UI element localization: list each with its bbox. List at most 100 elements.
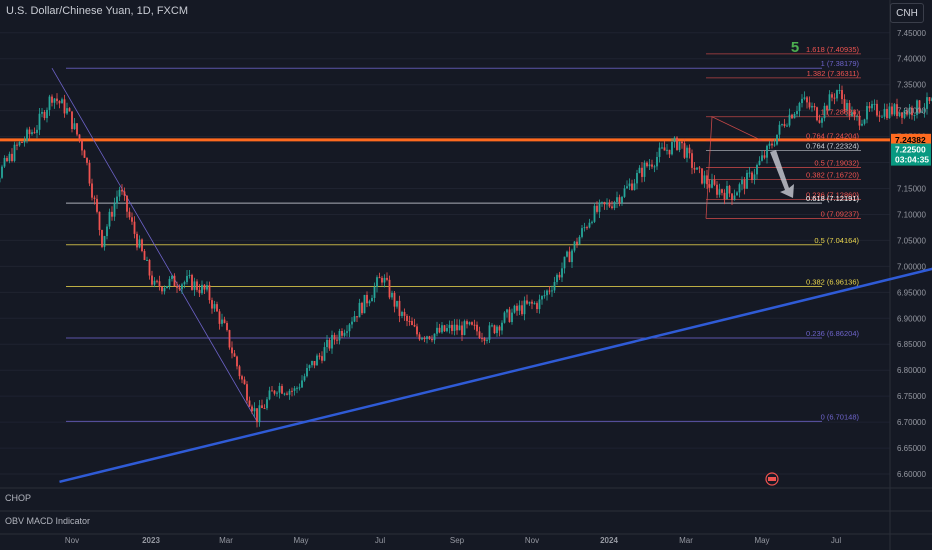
candle-body: [428, 336, 431, 339]
currency-button[interactable]: CNH: [890, 3, 924, 23]
candle-body: [183, 282, 186, 285]
candle-body: [826, 105, 828, 111]
candle-body: [681, 141, 683, 144]
candle-body: [391, 292, 393, 298]
candle-body: [478, 331, 481, 338]
fib-label: 0.618 (7.12191): [806, 194, 859, 203]
candle-body: [648, 164, 651, 167]
candle-body: [701, 168, 703, 184]
candle-body: [598, 202, 601, 212]
candle-body: [726, 185, 728, 200]
fib-levels: [0, 53, 890, 422]
fib-wave-line: [51, 67, 258, 422]
candle-body: [98, 211, 101, 231]
candle-body: [533, 303, 536, 305]
candle-body: [296, 387, 298, 389]
candle-body: [218, 311, 221, 324]
candle-body: [41, 111, 43, 114]
candle-body: [101, 230, 103, 247]
candle-body: [828, 94, 831, 111]
candle-body: [641, 167, 643, 177]
candle-body: [186, 275, 188, 283]
candle-body: [626, 186, 628, 189]
candle-body: [238, 366, 241, 377]
candle-body: [673, 137, 676, 143]
trendline[interactable]: [59, 116, 932, 484]
time-axis[interactable]: Nov 2023 Mar May Jul Sep Nov 2024 Mar May Jul: [65, 536, 841, 545]
chop-indicator-label: CHOP: [5, 493, 32, 503]
candle-body: [191, 275, 193, 290]
candle-body: [501, 322, 503, 331]
candle-body: [86, 157, 88, 163]
x-tick-label: Sep: [450, 536, 465, 545]
candle-body: [683, 143, 686, 158]
fib-labels: 1.618 (7.40935) 1 (7.38179)1.382 (7.36311…: [806, 45, 859, 421]
candle-body: [36, 129, 38, 133]
candle-body: [331, 334, 333, 349]
candle-body: [3, 157, 6, 167]
candle-body: [401, 312, 403, 316]
tag-text: 7.24382: [895, 135, 926, 145]
candle-body: [198, 289, 201, 294]
candle-body: [243, 379, 246, 385]
candle-body: [856, 115, 858, 117]
candle-body: [531, 301, 533, 304]
candle-body: [498, 326, 501, 331]
candle-body: [138, 239, 141, 248]
candle-body: [1, 166, 3, 178]
candle-body: [358, 302, 361, 318]
candle-body: [51, 96, 53, 103]
y-tick-label: 7.35000: [897, 81, 926, 90]
candle-body: [223, 319, 226, 324]
candle-body: [251, 406, 253, 412]
candle-body: [791, 114, 793, 119]
candle-body: [901, 112, 903, 118]
candle-body: [888, 106, 891, 119]
candle-body: [918, 100, 921, 112]
candle-body: [211, 300, 213, 309]
candle-body: [266, 399, 268, 409]
candle-body: [866, 106, 868, 120]
candle-body: [16, 144, 18, 146]
candle-body: [596, 205, 598, 212]
x-tick-label: Mar: [219, 536, 233, 545]
candle-body: [573, 241, 576, 251]
candle-body: [433, 333, 436, 341]
candle-body: [818, 120, 821, 123]
candle-body: [461, 325, 463, 335]
candle-body: [181, 284, 183, 290]
candle-body: [21, 142, 23, 144]
fib-label: 0.5 (7.19032): [814, 159, 859, 168]
candle-body: [81, 140, 83, 151]
candle-body: [738, 184, 741, 193]
candle-body: [806, 97, 808, 103]
candle-body: [441, 325, 443, 333]
candle-body: [253, 408, 256, 412]
candle-body: [438, 327, 441, 333]
candle-body: [566, 251, 568, 257]
candle-body: [638, 167, 641, 173]
candle-body: [881, 116, 883, 118]
candle-body: [518, 305, 521, 311]
candle-body: [436, 327, 438, 334]
candle-body: [593, 205, 596, 222]
candle-body: [313, 361, 316, 366]
candle-body: [116, 196, 118, 204]
candle-body: [398, 300, 401, 316]
candle-body: [366, 294, 368, 304]
candle-body: [661, 147, 663, 149]
candle-body: [506, 309, 508, 313]
candle-body: [241, 376, 243, 380]
candle-body: [133, 221, 136, 234]
resistance-price-tag: 7.24382: [891, 133, 931, 146]
candle-body: [563, 256, 566, 269]
y-tick-label: 7.45000: [897, 29, 926, 38]
y-tick-label: 6.75000: [897, 392, 926, 401]
candle-body: [561, 268, 563, 278]
candle-body: [383, 277, 386, 283]
candle-body: [281, 386, 283, 394]
y-tick-label: 7.15000: [897, 185, 926, 194]
